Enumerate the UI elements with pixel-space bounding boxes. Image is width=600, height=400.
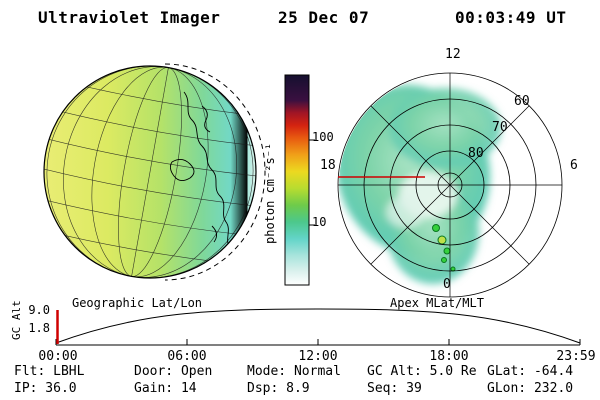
strip-x-ticks xyxy=(55,339,581,345)
auroral-emission xyxy=(339,84,501,284)
xtick-0000: 00:00 xyxy=(38,349,78,364)
status-door: Door: Open xyxy=(134,364,213,379)
xtick-0600: 06:00 xyxy=(167,349,207,364)
status-glon: GLon: 232.0 xyxy=(487,381,574,396)
colorbar xyxy=(284,74,315,286)
status-glat: GLat: -64.4 xyxy=(487,364,574,379)
status-gain: Gain: 14 xyxy=(134,381,197,396)
gc-alt-strip-chart xyxy=(55,308,581,346)
time-label: 00:03:49 UT xyxy=(455,8,567,27)
status-gcalt: GC Alt: 5.0 Re xyxy=(367,364,477,379)
polar-plot-caption: Apex MLat/MLT xyxy=(390,296,484,310)
date-label: 25 Dec 07 xyxy=(278,8,370,27)
gc-alt-curve xyxy=(55,308,581,344)
status-mode: Mode: Normal xyxy=(247,364,341,379)
colorbar-units-label: photon cm⁻²s⁻¹ xyxy=(263,142,277,244)
xtick-1800: 18:00 xyxy=(429,349,469,364)
mlt-label-18: 18 xyxy=(320,158,336,173)
mlat-label-80: 80 xyxy=(468,146,484,161)
disk-limb-circle xyxy=(43,65,257,279)
status-seq: Seq: 39 xyxy=(367,381,422,396)
polar-plot xyxy=(337,72,563,298)
mlat-label-60: 60 xyxy=(514,94,530,109)
xtick-2359: 23:59 xyxy=(556,349,596,364)
mlt-spokes xyxy=(338,73,562,297)
mlt-label-12: 12 xyxy=(445,47,461,62)
mlat-label-70: 70 xyxy=(492,120,508,135)
coastline-overlay xyxy=(169,91,231,249)
strip-ytick-top: 9.0 xyxy=(28,303,50,317)
disk-plot-caption: Geographic Lat/Lon xyxy=(71,296,203,310)
colorbar-tick-10: 10 xyxy=(312,215,327,229)
colorbar-tick-100: 100 xyxy=(312,130,334,144)
mlt-label-6: 6 xyxy=(570,158,578,173)
strip-y-axis-label: GC Alt xyxy=(10,300,23,340)
terminator-dashed-arc xyxy=(164,63,266,281)
xtick-1200: 12:00 xyxy=(298,349,338,364)
status-dsp: Dsp: 8.9 xyxy=(247,381,310,396)
mlt-label-0: 0 xyxy=(443,277,451,292)
strip-ytick-bottom: 1.8 xyxy=(28,321,50,335)
colorbar-tick-marks xyxy=(309,139,315,226)
uv-disk-plot xyxy=(43,63,266,281)
status-flt: Flt: LBHL xyxy=(14,364,85,379)
app-title: Ultraviolet Imager xyxy=(38,8,221,27)
status-ip: IP: 36.0 xyxy=(14,381,77,396)
colorbar-gradient xyxy=(284,74,310,286)
